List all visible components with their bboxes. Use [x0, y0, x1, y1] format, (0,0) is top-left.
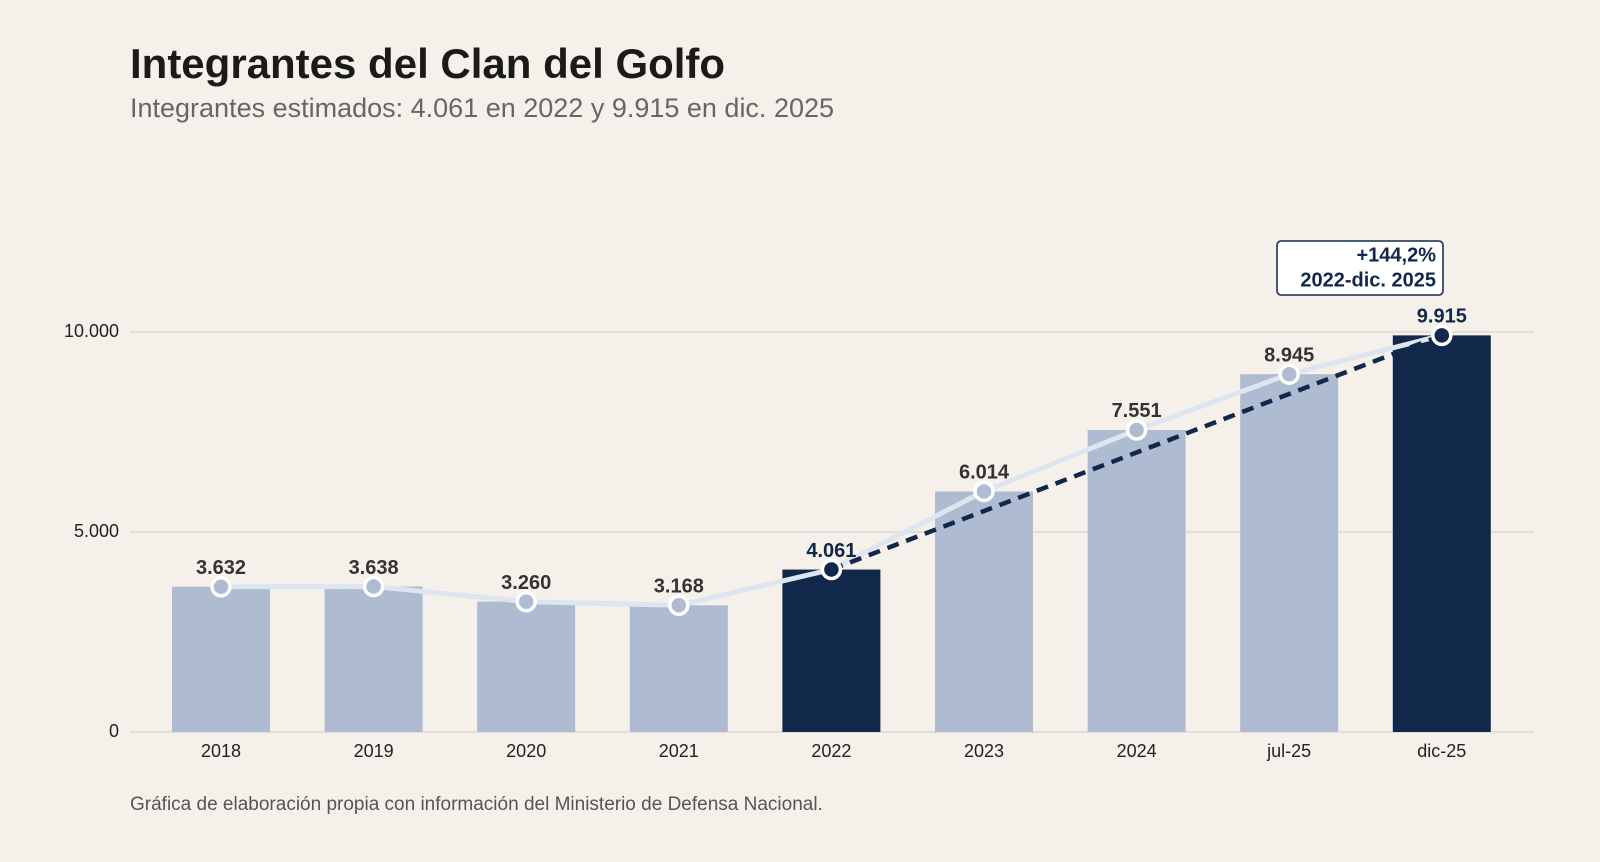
- chart-subtitle: Integrantes estimados: 4.061 en 2022 y 9…: [130, 93, 834, 123]
- bar: [1240, 374, 1339, 732]
- value-label: 3.260: [501, 572, 551, 594]
- value-label: 3.632: [196, 557, 246, 579]
- point-marker: [210, 575, 232, 598]
- x-tick-label: 2022: [811, 741, 851, 761]
- value-label: 8.945: [1264, 344, 1314, 366]
- y-tick-label: 5.000: [74, 521, 119, 541]
- value-label: 9.915: [1417, 306, 1467, 328]
- bar: [324, 586, 423, 732]
- point-marker: [820, 558, 843, 581]
- value-label: 7.551: [1112, 400, 1162, 422]
- bar: [1392, 335, 1491, 732]
- bar: [629, 605, 728, 732]
- bar: [172, 586, 270, 732]
- bar: [477, 601, 576, 732]
- point-marker: [362, 575, 385, 598]
- value-label: 4.061: [806, 540, 856, 562]
- point-marker: [1278, 363, 1300, 385]
- bar: [935, 491, 1033, 732]
- annotation-box: [1276, 240, 1444, 296]
- point-marker: [515, 590, 537, 613]
- annotation-text: +144,2%: [1356, 244, 1436, 266]
- x-tick-label: 2024: [1117, 741, 1157, 761]
- x-tick-label: 2019: [354, 741, 394, 761]
- source-note: Gráfica de elaboración propia con inform…: [130, 794, 823, 815]
- value-label: 3.638: [349, 557, 399, 579]
- value-label: 6.014: [959, 462, 1010, 484]
- x-tick-label: dic-25: [1417, 741, 1466, 761]
- point-marker: [1431, 324, 1453, 347]
- annotation-text: 2022-dic. 2025: [1300, 269, 1436, 291]
- bar: [1087, 429, 1186, 732]
- x-tick-label: 2018: [201, 741, 241, 761]
- point-marker: [1125, 419, 1148, 441]
- x-tick-label: 2020: [506, 741, 546, 761]
- x-tick-label: 2023: [964, 741, 1004, 761]
- y-tick-label: 0: [109, 721, 119, 741]
- value-label: 3.168: [654, 576, 704, 598]
- x-tick-label: 2021: [659, 741, 699, 761]
- bar: [782, 569, 881, 732]
- point-marker: [668, 594, 690, 617]
- chart-title: Integrantes del Clan del Golfo: [130, 40, 725, 87]
- growth-dashed-line: [830, 333, 1443, 572]
- x-tick-label: jul-25: [1266, 741, 1311, 761]
- y-tick-label: 10.000: [64, 321, 119, 341]
- point-marker: [973, 480, 995, 503]
